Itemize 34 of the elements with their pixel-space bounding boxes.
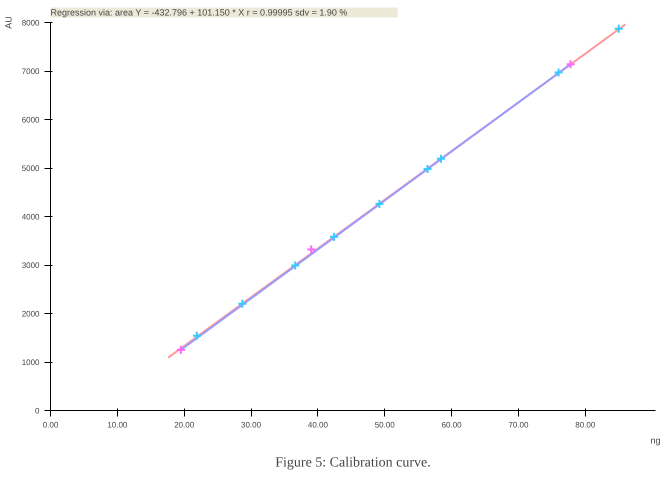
y-tick-label: 3000: [22, 261, 40, 270]
x-tick-label: 60.00: [442, 420, 462, 430]
x-tick-label: 80.00: [575, 420, 596, 430]
point: [554, 67, 564, 78]
y-tick-label: 2000: [22, 310, 40, 318]
x-tick-label: 40.00: [308, 420, 328, 430]
x-axis-title: ng: [650, 436, 661, 446]
y-axis-title: AU: [4, 16, 14, 29]
caption: Figure 5: Calibration curve.: [275, 456, 431, 470]
x-tick-label: 10.00: [107, 420, 128, 430]
y-tick-label: 4000: [22, 212, 40, 222]
y-tick-label: 8000: [22, 18, 40, 28]
point: [374, 198, 384, 209]
point: [237, 298, 248, 309]
x-tick-label: 0.00: [42, 420, 59, 430]
point: [422, 164, 433, 174]
point: [614, 24, 624, 34]
y-tick-label: 0: [35, 406, 40, 416]
x-tick-label: 70.00: [508, 420, 530, 430]
point: [436, 154, 446, 164]
y-tick-label: 7000: [22, 67, 40, 76]
y-tick-label: 6000: [22, 116, 40, 124]
x-tick-label: 30.00: [241, 420, 262, 430]
point: [290, 260, 300, 270]
point: [328, 232, 339, 242]
point: [306, 244, 316, 254]
x-tick-label: 20.00: [174, 420, 195, 430]
x-tick-label: 50.00: [374, 420, 396, 430]
point: [176, 344, 186, 355]
y-tick-label: 1000: [22, 358, 40, 367]
point: [192, 330, 202, 341]
y-tick-label: 5000: [22, 164, 40, 173]
point: [566, 59, 576, 70]
chart-title: Regression via: area Y = -432.796 + 101.150 * X r = 0.99995 sdv = 1.90 %: [50, 8, 348, 18]
